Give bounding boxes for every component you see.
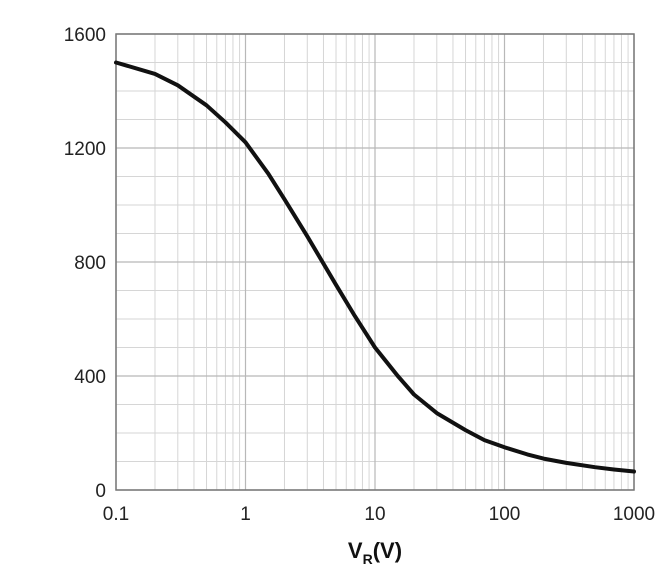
series-line (114, 60, 636, 474)
plot-area (114, 33, 636, 491)
x-axis-title-subscript: R (363, 551, 373, 567)
y-tick-label: 0 (95, 481, 106, 502)
y-tick-label: 1200 (64, 139, 106, 160)
x-axis-title-unit: (V) (373, 538, 402, 563)
x-tick-label: 0.1 (103, 504, 129, 525)
y-tick-label: 1600 (64, 25, 106, 46)
x-axis-ticks: 0.1 1 10 100 1000 (103, 504, 655, 525)
x-axis-title: VR(V) (348, 538, 402, 567)
y-tick-label: 800 (74, 253, 106, 274)
y-tick-label: 400 (74, 367, 106, 388)
x-tick-label: 10 (364, 504, 385, 525)
y-axis-ticks: 0 400 800 1200 1600 (64, 25, 106, 502)
plot-frame (115, 33, 635, 491)
x-axis-title-main: V (348, 538, 363, 563)
x-tick-label: 100 (489, 504, 521, 525)
x-tick-label: 1 (240, 504, 251, 525)
x-tick-label: 1000 (613, 504, 655, 525)
